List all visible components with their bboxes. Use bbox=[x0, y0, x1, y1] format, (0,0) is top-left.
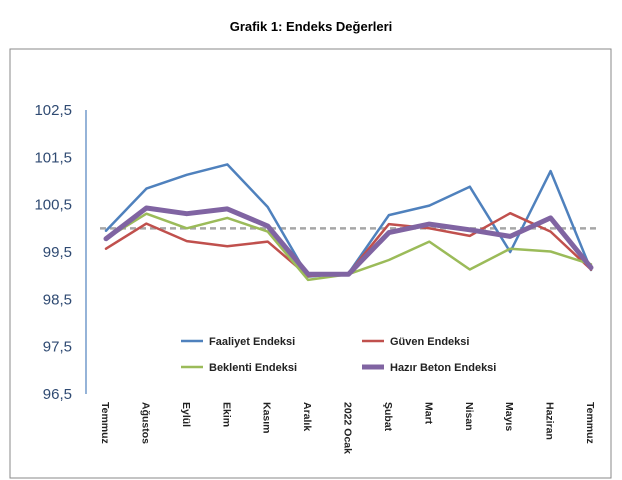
x-tick-label: Temmuz bbox=[584, 402, 596, 444]
x-tick-label: Aralık bbox=[301, 402, 313, 431]
y-tick-label: 101,5 bbox=[34, 149, 72, 166]
x-tick-label: Ekim bbox=[220, 402, 232, 427]
y-tick-label: 102,5 bbox=[34, 102, 72, 119]
legend-label-3: Hazır Beton Endeksi bbox=[390, 362, 496, 374]
series-line-3 bbox=[103, 205, 594, 277]
series-lines bbox=[103, 163, 594, 282]
x-tick-label: 2022 Ocak bbox=[342, 402, 354, 454]
chart-title: Grafik 1: Endeks Değerleri bbox=[229, 19, 393, 34]
x-tick-label: Mart bbox=[422, 402, 434, 425]
legend-label-1: Güven Endeksi bbox=[390, 336, 469, 348]
x-tick-label: Nisan bbox=[463, 402, 475, 431]
x-axis-ticks: Temmuz Ağustos Eylül Ekim Kasım Aralık 2022 Oc… bbox=[99, 402, 596, 454]
legend: Faaliyet Endeksi Güven Endeksi Beklenti En… bbox=[181, 336, 496, 374]
y-tick-label: 97,5 bbox=[43, 339, 72, 356]
x-tick-label: Kasım bbox=[261, 402, 273, 434]
x-tick-label: Eylül bbox=[180, 402, 192, 427]
y-axis-ticks: 102,5 101,5 100,5 99,5 98,5 97,5 96,5 bbox=[34, 102, 72, 403]
y-tick-label: 96,5 bbox=[43, 386, 72, 403]
chart-frame bbox=[9, 48, 612, 479]
x-tick-label: Haziran bbox=[544, 402, 556, 440]
legend-label-2: Beklenti Endeksi bbox=[209, 362, 297, 374]
x-tick-label: Ağustos bbox=[139, 402, 151, 444]
y-tick-label: 100,5 bbox=[34, 197, 72, 214]
legend-label-0: Faaliyet Endeksi bbox=[209, 336, 295, 348]
x-tick-label: Mayıs bbox=[503, 402, 515, 431]
x-tick-label: Şubat bbox=[382, 402, 394, 432]
y-tick-label: 99,5 bbox=[43, 244, 72, 261]
x-tick-label: Temmuz bbox=[99, 402, 111, 444]
y-tick-label: 98,5 bbox=[43, 291, 72, 308]
